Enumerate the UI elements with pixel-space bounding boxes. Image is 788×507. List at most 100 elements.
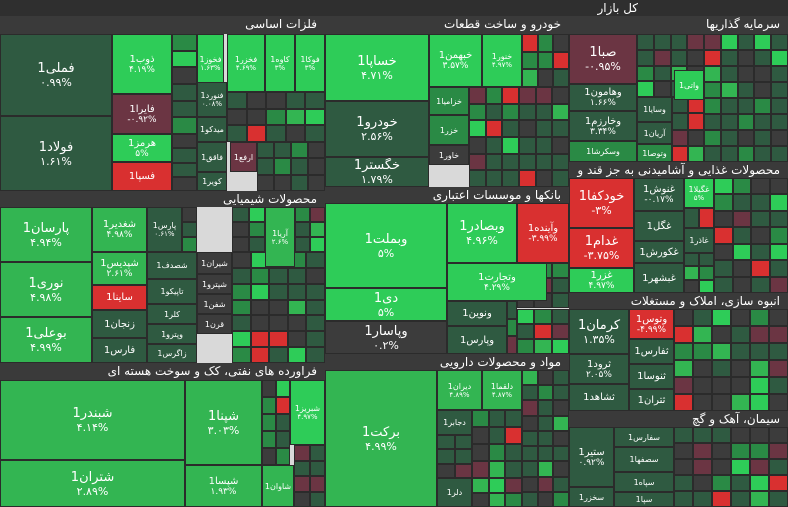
stock-tile[interactable] (246, 125, 267, 142)
stock-tile[interactable]: شصدف1 (147, 252, 197, 279)
stock-tile[interactable] (305, 125, 325, 142)
stock-tile[interactable]: غگیلا1 ۵% (684, 178, 714, 208)
stock-tile[interactable]: فولاد1 ۱.۶۱% (0, 116, 112, 191)
stock-tile[interactable] (437, 435, 455, 450)
stock-tile[interactable]: ثنوسا1 (629, 364, 674, 389)
stock-tile[interactable] (522, 415, 538, 431)
stock-tile[interactable] (305, 92, 325, 109)
stock-tile[interactable] (172, 162, 197, 177)
stock-tile[interactable] (674, 459, 693, 475)
stock-tile[interactable] (172, 148, 197, 163)
stock-tile[interactable] (754, 114, 772, 130)
stock-tile[interactable] (488, 427, 506, 444)
stock-tile[interactable] (537, 430, 554, 447)
stock-tile[interactable] (274, 142, 291, 159)
stock-tile[interactable] (750, 343, 769, 360)
stock-tile[interactable] (732, 260, 751, 277)
stock-tile[interactable] (693, 326, 712, 343)
stock-tile[interactable] (712, 309, 731, 326)
stock-tile[interactable]: وپاسار1 ۰.۲% (325, 321, 447, 354)
sector-header[interactable]: سیمان، آهک و گچ (569, 411, 788, 427)
stock-tile[interactable] (693, 343, 712, 360)
stock-tile[interactable] (182, 237, 197, 252)
stock-tile[interactable] (737, 50, 755, 66)
stock-tile[interactable] (248, 237, 265, 252)
stock-tile[interactable] (250, 299, 270, 316)
sector-header[interactable]: سرمایه گذاریها (569, 16, 788, 34)
stock-tile[interactable] (306, 331, 325, 348)
stock-tile[interactable] (693, 360, 712, 377)
stock-tile[interactable] (537, 461, 554, 477)
stock-tile[interactable] (269, 283, 288, 300)
stock-tile[interactable]: وتوصا1 (637, 144, 672, 162)
stock-tile[interactable] (266, 92, 286, 109)
stock-tile[interactable] (750, 459, 769, 475)
stock-tile[interactable] (276, 414, 290, 431)
stock-tile[interactable] (693, 475, 712, 491)
stock-tile[interactable] (287, 315, 307, 332)
stock-tile[interactable]: غزر1 ۴.۹۷% (569, 268, 634, 293)
stock-tile[interactable] (287, 267, 307, 284)
stock-tile[interactable] (522, 446, 538, 462)
stock-tile[interactable] (551, 263, 569, 279)
stock-tile[interactable] (771, 50, 788, 66)
stock-tile[interactable]: دجابر1 (437, 410, 472, 435)
stock-tile[interactable] (537, 51, 554, 70)
stock-tile[interactable] (720, 146, 738, 162)
stock-tile[interactable] (754, 66, 772, 82)
stock-tile[interactable] (769, 210, 788, 228)
stock-tile[interactable] (751, 194, 770, 211)
stock-tile[interactable] (535, 153, 553, 171)
stock-tile[interactable] (537, 370, 554, 386)
stock-tile[interactable] (291, 174, 308, 191)
stock-tile[interactable] (769, 427, 788, 443)
stock-tile[interactable] (712, 394, 731, 411)
stock-tile[interactable] (712, 475, 731, 491)
stock-tile[interactable] (488, 478, 506, 493)
stock-tile[interactable] (737, 66, 755, 82)
stock-tile[interactable] (488, 461, 506, 478)
stock-tile[interactable] (551, 293, 569, 309)
stock-tile[interactable] (553, 370, 569, 386)
stock-tile[interactable] (750, 443, 769, 459)
stock-tile[interactable] (732, 178, 751, 195)
stock-tile[interactable] (553, 415, 569, 431)
stock-tile[interactable] (699, 253, 714, 267)
stock-tile[interactable] (720, 98, 738, 114)
stock-tile[interactable]: سخزر1 (569, 487, 614, 507)
stock-tile[interactable] (754, 50, 772, 66)
stock-tile[interactable] (488, 492, 506, 507)
stock-tile[interactable] (737, 82, 755, 98)
stock-tile[interactable] (750, 377, 769, 394)
stock-tile[interactable]: ساینا1 (92, 285, 147, 310)
stock-tile[interactable] (535, 170, 553, 187)
stock-tile[interactable] (485, 87, 503, 104)
stock-tile[interactable]: وخارزم1 ۳.۳۴% (569, 111, 637, 141)
stock-tile[interactable] (232, 207, 249, 222)
sector-header[interactable]: مواد و محصولات دارویی (325, 354, 569, 370)
stock-tile[interactable] (522, 476, 538, 492)
stock-tile[interactable] (537, 415, 554, 431)
stock-tile[interactable] (714, 194, 733, 211)
stock-tile[interactable]: خنور1 ۴.۹۷% (482, 34, 522, 87)
stock-tile[interactable] (276, 380, 290, 397)
stock-tile[interactable] (306, 315, 325, 332)
stock-tile[interactable] (172, 67, 197, 84)
stock-tile[interactable] (771, 66, 788, 82)
stock-tile[interactable] (754, 98, 772, 114)
stock-tile[interactable] (262, 431, 276, 448)
stock-tile[interactable] (469, 137, 486, 154)
stock-tile[interactable] (712, 360, 731, 377)
sector-header[interactable]: بانکها و موسسات اعتباری (325, 187, 569, 203)
stock-tile[interactable] (291, 158, 308, 175)
stock-tile[interactable] (769, 443, 788, 459)
stock-tile[interactable] (771, 82, 788, 98)
stock-tile[interactable] (672, 129, 688, 146)
stock-tile[interactable]: شپترو1 (197, 274, 232, 294)
stock-tile[interactable] (674, 377, 693, 394)
stock-tile[interactable] (505, 444, 522, 461)
stock-tile[interactable] (505, 427, 522, 444)
stock-tile[interactable] (704, 98, 721, 114)
stock-tile[interactable] (287, 283, 307, 300)
stock-tile[interactable] (674, 427, 693, 443)
